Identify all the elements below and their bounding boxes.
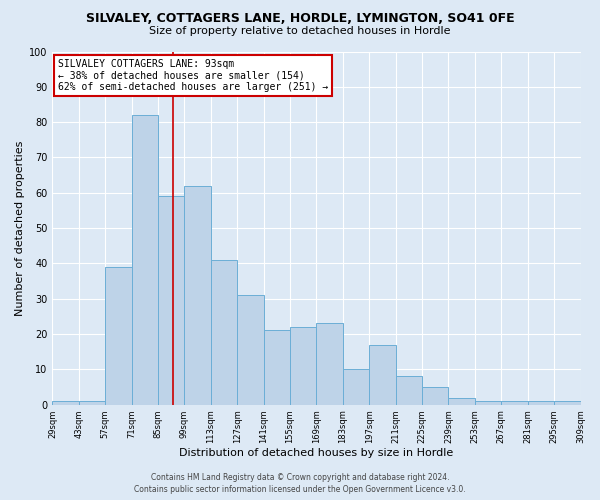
Bar — [237, 295, 263, 405]
Bar — [263, 330, 290, 404]
X-axis label: Distribution of detached houses by size in Hordle: Distribution of detached houses by size … — [179, 448, 454, 458]
Bar — [527, 401, 554, 404]
Bar — [554, 401, 581, 404]
Bar — [158, 196, 184, 404]
Bar — [395, 376, 422, 404]
Bar — [448, 398, 475, 404]
Bar — [105, 267, 131, 404]
Bar — [369, 344, 395, 405]
Bar — [290, 327, 316, 404]
Bar — [475, 401, 501, 404]
Bar — [211, 260, 237, 404]
Bar — [316, 324, 343, 404]
Text: Size of property relative to detached houses in Hordle: Size of property relative to detached ho… — [149, 26, 451, 36]
Text: Contains HM Land Registry data © Crown copyright and database right 2024.
Contai: Contains HM Land Registry data © Crown c… — [134, 473, 466, 494]
Bar — [131, 115, 158, 405]
Text: SILVALEY, COTTAGERS LANE, HORDLE, LYMINGTON, SO41 0FE: SILVALEY, COTTAGERS LANE, HORDLE, LYMING… — [86, 12, 514, 24]
Y-axis label: Number of detached properties: Number of detached properties — [15, 140, 25, 316]
Bar — [79, 401, 105, 404]
Bar — [501, 401, 527, 404]
Bar — [52, 401, 79, 404]
Bar — [184, 186, 211, 404]
Bar — [343, 370, 369, 404]
Bar — [422, 387, 448, 404]
Text: SILVALEY COTTAGERS LANE: 93sqm
← 38% of detached houses are smaller (154)
62% of: SILVALEY COTTAGERS LANE: 93sqm ← 38% of … — [58, 58, 328, 92]
